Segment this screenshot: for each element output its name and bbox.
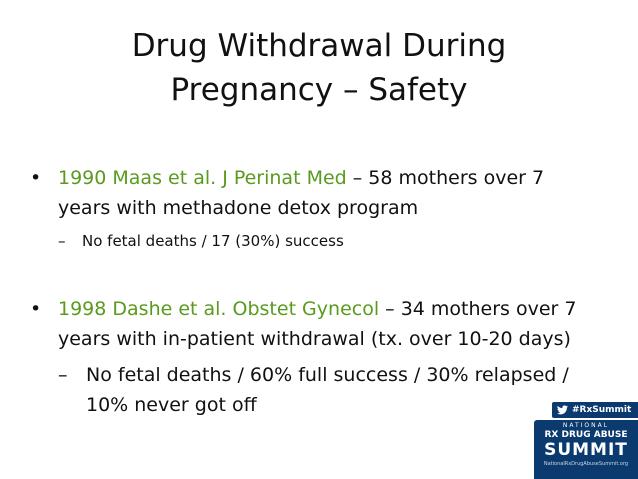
hashtag-text: #RxSummit: [572, 405, 632, 415]
sub-bullet-2-line-2: 10% never got off: [86, 394, 257, 416]
bullet-1-line-2: years with methadone detox program: [58, 197, 419, 219]
title-line-1: Drug Withdrawal During: [131, 28, 507, 64]
title-line-2: Pregnancy – Safety: [170, 72, 468, 108]
twitter-bird-icon: [557, 405, 568, 415]
citation-dashe: 1998 Dashe et al. Obstet Gynecol: [58, 298, 380, 320]
sub-dash: –: [58, 232, 66, 250]
logo-summit: SUMMIT: [544, 440, 628, 460]
logo-national: NATIONAL: [562, 422, 610, 429]
bullet-dot: •: [30, 167, 42, 189]
bullet-2-line-1: 1998 Dashe et al. Obstet Gynecol – 34 mo…: [58, 295, 576, 323]
summit-badge: NATIONAL RX DRUG ABUSE SUMMIT NationalRx…: [534, 420, 638, 479]
sub-bullet-1-text: No fetal deaths / 17 (30%) success: [82, 232, 344, 250]
slide-title: Drug Withdrawal During Pregnancy – Safet…: [0, 24, 638, 112]
hashtag-bar: #RxSummit: [552, 402, 638, 418]
sub-bullet-2-line-1: No fetal deaths / 60% full success / 30%…: [86, 364, 569, 386]
bullet-1-line-1: 1990 Maas et al. J Perinat Med – 58 moth…: [58, 164, 544, 192]
bullet-2-line-2: years with in-patient withdrawal (tx. ov…: [58, 328, 571, 350]
bullet-1-desc: – 58 mothers over 7: [346, 167, 545, 189]
sub-dash: –: [58, 364, 68, 386]
bullet-dot: •: [30, 298, 42, 320]
logo-url: NationalRxDrugAbuseSummit.org: [543, 461, 629, 467]
logo-rx-drug-abuse: RX DRUG ABUSE: [544, 430, 628, 440]
citation-maas: 1990 Maas et al. J Perinat Med: [58, 167, 347, 189]
rx-summit-logo: #RxSummit NATIONAL RX DRUG ABUSE SUMMIT …: [532, 402, 638, 479]
bullet-2-desc: – 34 mothers over 7: [379, 298, 577, 320]
